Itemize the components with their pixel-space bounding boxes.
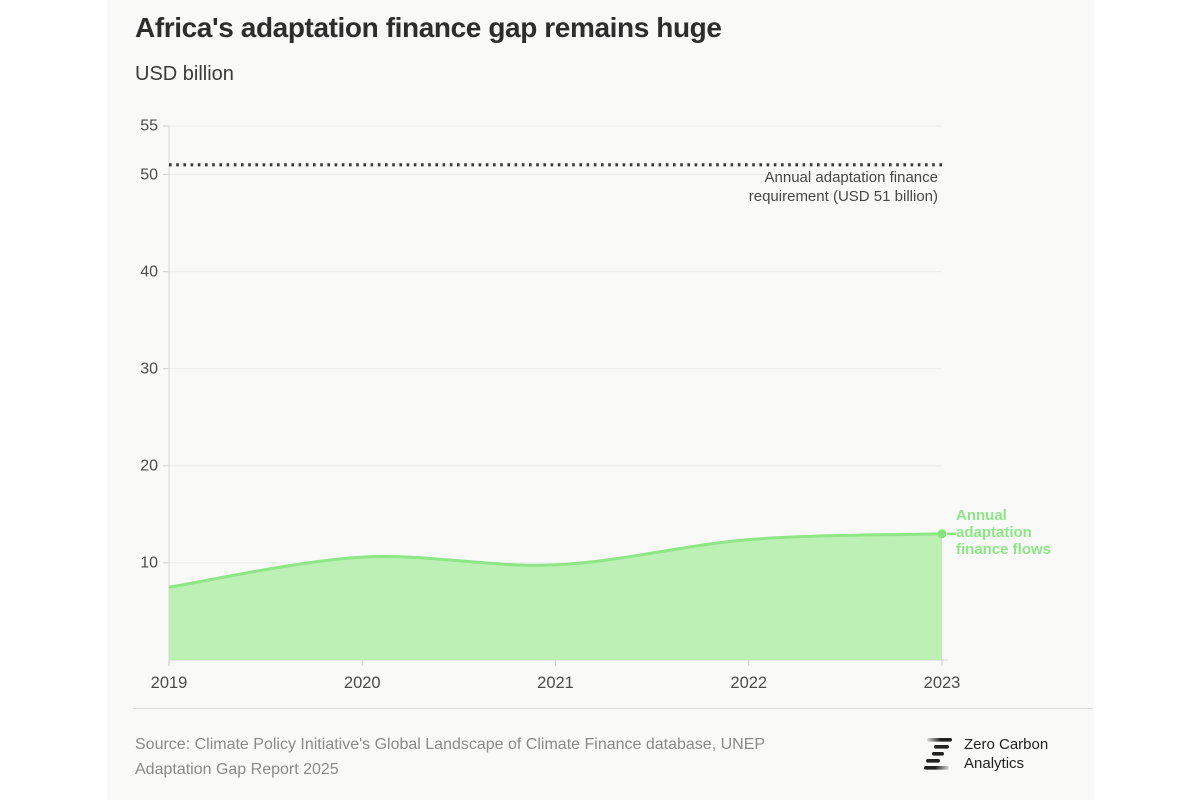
x-tick-label: 2023 [924,674,961,692]
y-tick-label: 40 [140,263,158,280]
x-tick-label: 2020 [344,674,381,692]
source-note-line2: Adaptation Gap Report 2025 [135,761,339,778]
finance-flows-area [169,533,942,660]
requirement-annotation-line1: Annual adaptation finance [764,169,938,186]
source-note-line1: Source: Climate Policy Initiative's Glob… [135,736,766,753]
x-tick-label: 2019 [151,674,188,692]
x-tick-label: 2021 [537,674,574,692]
requirement-annotation: Annual adaptation finance requirement (U… [749,168,938,206]
brand-name-line2: Analytics [964,755,1025,772]
y-tick-label: 55 [140,118,158,135]
x-tick-label: 2022 [730,674,767,692]
flows-label-line3: finance flows [956,541,1052,558]
flows-end-marker [937,529,947,539]
chart-canvas: 55 50 40 30 20 10 2019 2020 2021 2022 2023 [140,118,961,692]
y-tick-label: 20 [140,458,158,475]
chart-card [107,0,1094,800]
brand-name-line1: Zero Carbon [964,736,1049,753]
chart-unit-label: USD billion [135,63,234,85]
brand-name: Zero Carbon Analytics [964,735,1048,773]
y-tick-label: 30 [140,360,158,377]
y-tick-label: 50 [140,166,158,183]
flows-label-line2: adaptation [956,524,1032,541]
source-note: Source: Climate Policy Initiative's Glob… [135,732,765,782]
zero-carbon-analytics-logo-icon [924,738,952,770]
brand-block: Zero Carbon Analytics [922,735,1048,773]
flows-label-line1: Annual [956,507,1007,524]
y-tick-label: 10 [140,555,158,572]
flows-series-label: Annual adaptation finance flows [956,507,1051,558]
requirement-annotation-line2: requirement (USD 51 billion) [748,188,938,205]
finance-flows-line [168,532,943,589]
footer-divider [133,708,1093,709]
chart-title: Africa's adaptation finance gap remains … [135,12,722,43]
